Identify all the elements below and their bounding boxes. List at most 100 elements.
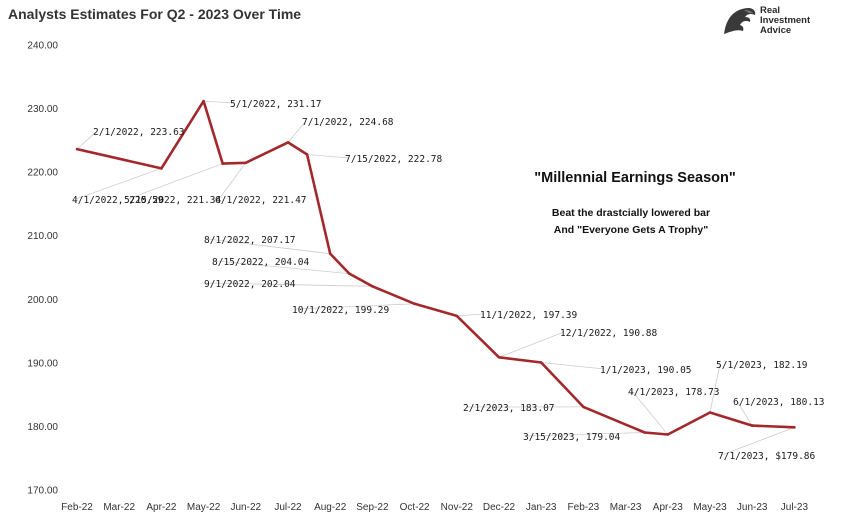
x-tick-label: Mar-23 <box>610 502 642 513</box>
x-tick-label: Nov-22 <box>441 502 474 513</box>
x-tick-label: Mar-22 <box>103 502 135 513</box>
data-label: 5/15/2022, 221.34 <box>124 195 222 206</box>
logo: Real Investment Advice <box>720 4 840 44</box>
data-point <box>582 405 585 409</box>
leader-line <box>498 331 565 358</box>
leader-line <box>215 260 350 275</box>
data-label: 10/1/2022, 199.29 <box>292 305 390 316</box>
data-label: 5/1/2022, 231.17 <box>230 99 322 110</box>
data-point <box>643 431 646 434</box>
data-point <box>497 355 501 359</box>
data-point <box>793 426 796 429</box>
data-label: 3/15/2023, 179.04 <box>523 432 621 443</box>
leader-line <box>541 362 605 370</box>
x-tick-label: Feb-22 <box>61 502 93 513</box>
data-label: 11/1/2022, 197.39 <box>480 310 578 321</box>
eagle-head-icon <box>724 8 756 34</box>
x-tick-label: Apr-22 <box>146 502 176 513</box>
data-point <box>708 411 712 414</box>
data-label: 4/1/2023, 178.73 <box>628 387 720 398</box>
y-tick-label: 220.00 <box>27 168 58 179</box>
callout-headline: "Millennial Earnings Season" <box>534 170 736 186</box>
data-point <box>750 424 754 427</box>
data-label: 12/1/2022, 190.88 <box>560 328 658 339</box>
data-point <box>202 99 205 103</box>
x-tick-label: Dec-22 <box>483 502 516 513</box>
logo-line-1: Real <box>760 5 781 16</box>
data-point <box>305 153 309 156</box>
data-label: 9/1/2022, 202.04 <box>204 279 296 290</box>
annotation-leaders <box>75 100 795 456</box>
x-tick-label: Jun-23 <box>737 502 768 513</box>
leader-line <box>207 282 373 287</box>
x-tick-label: Sep-22 <box>356 502 389 513</box>
y-tick-label: 230.00 <box>27 104 58 115</box>
data-point <box>160 167 163 170</box>
logo-wordmark: Real Investment Advice <box>760 6 810 36</box>
data-point <box>413 302 416 306</box>
x-tick-label: May-23 <box>693 502 727 513</box>
leader-line <box>218 162 247 200</box>
leader-line <box>295 303 415 310</box>
leader-line <box>709 363 721 413</box>
y-tick-label: 200.00 <box>27 295 58 306</box>
leader-line <box>76 130 98 150</box>
series-line <box>76 99 795 436</box>
data-point <box>666 433 670 436</box>
callout-line-2: And "Everyone Gets A Trophy" <box>554 224 708 236</box>
data-point <box>371 285 374 288</box>
leader-line <box>207 238 331 255</box>
data-point <box>455 314 459 318</box>
data-label: 7/1/2023, $179.86 <box>718 451 816 462</box>
y-tick-label: 240.00 <box>27 41 58 52</box>
data-label: 2/1/2023, 183.07 <box>463 403 555 414</box>
data-label: 7/15/2022, 222.78 <box>345 154 443 165</box>
y-tick-label: 180.00 <box>27 422 58 433</box>
x-axis: Feb-22 Mar-22 Apr-22 May-22 Jun-22 Jul-22 Aug-… <box>61 502 808 513</box>
data-label: 2/1/2022, 223.63 <box>93 127 185 138</box>
logo-line-2: Investment <box>760 15 811 26</box>
data-point <box>244 161 248 165</box>
leader-line <box>127 163 223 200</box>
y-axis: 170.00 180.00 190.00 200.00 210.00 220.00 230.… <box>27 41 58 497</box>
x-tick-label: Feb-23 <box>568 502 600 513</box>
data-point <box>328 252 332 256</box>
leader-line <box>721 426 795 456</box>
x-tick-label: Apr-23 <box>653 502 683 513</box>
data-label: 1/1/2023, 190.05 <box>600 365 692 376</box>
leader-line <box>307 154 350 159</box>
leader-line <box>631 390 669 435</box>
y-tick-label: 170.00 <box>27 486 58 497</box>
data-label: 6/1/2023, 180.13 <box>733 397 825 408</box>
callout-line-1: Beat the drastcially lowered bar <box>552 207 710 219</box>
data-point <box>221 162 224 165</box>
chart-title: Analysts Estimates For Q2 - 2023 Over Ti… <box>8 6 302 22</box>
leader-line <box>456 313 485 317</box>
data-label: 4/1/2022, 220.59 <box>72 195 164 206</box>
data-annotations: 2/1/2022, 223.63 4/1/2022, 220.59 5/1/2022… <box>72 99 825 462</box>
leader-line <box>736 400 753 426</box>
data-point <box>286 141 290 144</box>
y-tick-label: 210.00 <box>27 231 58 242</box>
data-point <box>75 147 79 151</box>
x-tick-label: Aug-22 <box>314 502 347 513</box>
logo-line-3: Advice <box>760 25 792 36</box>
data-label: 8/15/2022, 204.04 <box>212 257 310 268</box>
data-label: 6/1/2022, 221.47 <box>215 195 307 206</box>
leader-line <box>75 168 162 200</box>
y-tick-label: 190.00 <box>27 358 58 369</box>
data-point <box>347 272 351 275</box>
data-point <box>539 361 543 364</box>
x-tick-label: Jul-22 <box>274 502 302 513</box>
data-label: 8/1/2022, 207.17 <box>204 235 296 246</box>
x-tick-label: May-22 <box>187 502 221 513</box>
data-label: 5/1/2023, 182.19 <box>716 360 808 371</box>
x-tick-label: Jul-23 <box>781 502 809 513</box>
x-tick-label: Jan-23 <box>526 502 557 513</box>
leader-line <box>526 432 645 437</box>
leader-line <box>287 120 307 143</box>
leader-line <box>203 100 235 104</box>
data-label: 7/1/2022, 224.68 <box>302 117 394 128</box>
x-tick-label: Oct-22 <box>400 502 430 513</box>
